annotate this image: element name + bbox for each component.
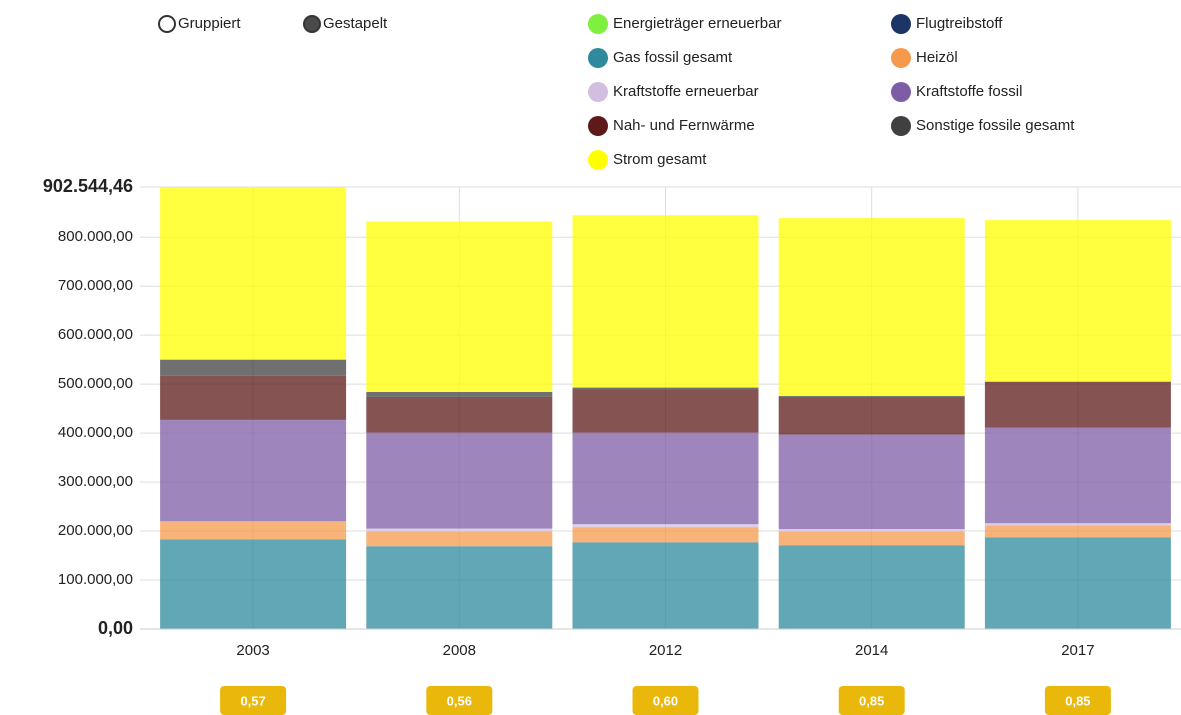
bar-segment [572, 542, 759, 629]
legend-label: Kraftstoffe erneuerbar [613, 83, 759, 100]
legend-item[interactable]: Strom gesamt [588, 150, 707, 170]
x-tick-label: 2014 [855, 642, 888, 659]
legend-swatch[interactable] [588, 82, 608, 102]
bar-segment [778, 531, 965, 546]
badge-bg[interactable] [220, 686, 287, 715]
radio-button[interactable] [158, 15, 176, 33]
bar-segment [366, 396, 553, 433]
bar-segment [984, 523, 1171, 526]
bar-segment [160, 187, 347, 360]
y-tick-label: 300.000,00 [58, 473, 133, 490]
legend-label: Kraftstoffe fossil [916, 83, 1022, 100]
bar-segment [984, 220, 1171, 382]
legend-label: Strom gesamt [613, 151, 707, 168]
badge-label: 0,56 [447, 693, 472, 708]
bar-segment [984, 427, 1171, 524]
bar-segment [366, 531, 553, 547]
bar-segment [366, 528, 553, 532]
legend-item[interactable]: Gas fossil gesamt [588, 48, 733, 68]
bar-segment [572, 389, 759, 433]
badge[interactable]: 0,56 [426, 686, 493, 715]
legend-swatch[interactable] [588, 116, 608, 136]
legend-swatch[interactable] [588, 150, 608, 170]
bar-segment [572, 387, 759, 390]
y-tick-label: 0,00 [98, 618, 133, 638]
legend-label: Heizöl [916, 49, 958, 66]
y-tick-label: 200.000,00 [58, 522, 133, 539]
y-tick-label: 100.000,00 [58, 571, 133, 588]
legend-label: Gas fossil gesamt [613, 49, 733, 66]
legend-swatch[interactable] [891, 48, 911, 68]
badge-label: 0,60 [653, 693, 678, 708]
bar-segment [572, 524, 759, 528]
bar-segment [366, 391, 553, 397]
x-tick-label: 2008 [443, 642, 476, 659]
bar-segment [160, 419, 347, 522]
y-tick-label: 600.000,00 [58, 326, 133, 343]
bar-segment [572, 527, 759, 543]
legend-item[interactable]: Kraftstoffe fossil [891, 82, 1022, 102]
bar-segment [160, 359, 347, 376]
legend-swatch[interactable] [588, 14, 608, 34]
badge-bg[interactable] [1044, 686, 1111, 715]
y-tick-label: 902.544,46 [43, 176, 133, 196]
y-tick-label: 500.000,00 [58, 375, 133, 392]
badge-bg[interactable] [632, 686, 699, 715]
bar-segment [160, 521, 347, 540]
bar-segment [778, 529, 965, 532]
bar-segment [984, 537, 1171, 629]
y-tick-label: 400.000,00 [58, 424, 133, 441]
bar-segment [778, 395, 965, 397]
x-tick-label: 2003 [236, 642, 269, 659]
legend-item[interactable]: Sonstige fossile gesamt [891, 116, 1075, 136]
y-tick-label: 700.000,00 [58, 277, 133, 294]
legend-swatch[interactable] [891, 116, 911, 136]
bar-segment [366, 221, 553, 392]
badge-label: 0,57 [240, 693, 265, 708]
bar-segment [778, 218, 965, 396]
bar-segment [366, 432, 553, 529]
legend-swatch[interactable] [891, 82, 911, 102]
badge-label: 0,85 [1065, 693, 1090, 708]
bar-segment [778, 434, 965, 530]
x-tick-label: 2017 [1061, 642, 1094, 659]
badge[interactable]: 0,57 [220, 686, 287, 715]
x-tick-label: 2012 [649, 642, 682, 659]
legend-label: Flugtreibstoff [916, 15, 1003, 32]
badge[interactable]: 0,85 [838, 686, 905, 715]
bar-segment [160, 375, 347, 420]
radio-option[interactable]: Gestapelt [303, 15, 388, 33]
bar-segment [778, 545, 965, 629]
bar-segment [984, 525, 1171, 538]
badge-bg[interactable] [426, 686, 493, 715]
legend-label: Nah- und Fernwärme [613, 117, 755, 134]
bar-segment [160, 539, 347, 629]
legend-label: Sonstige fossile gesamt [916, 117, 1075, 134]
bar-segment [984, 381, 1171, 428]
legend-item[interactable]: Heizöl [891, 48, 958, 68]
radio-label: Gruppiert [178, 15, 241, 32]
radio-option[interactable]: Gruppiert [158, 15, 241, 33]
legend-item[interactable]: Kraftstoffe erneuerbar [588, 82, 759, 102]
legend-label: Energieträger erneuerbar [613, 15, 781, 32]
legend-swatch[interactable] [891, 14, 911, 34]
bar-segment [572, 432, 759, 525]
badge-label: 0,85 [859, 693, 884, 708]
legend-item[interactable]: Energieträger erneuerbar [588, 14, 781, 34]
badge[interactable]: 0,85 [1044, 686, 1111, 715]
y-tick-label: 800.000,00 [58, 228, 133, 245]
legend-item[interactable]: Flugtreibstoff [891, 14, 1003, 34]
badge-bg[interactable] [838, 686, 905, 715]
bar-segment [778, 396, 965, 435]
bar-segment [572, 215, 759, 388]
bar-segment [366, 546, 553, 629]
badge[interactable]: 0,60 [632, 686, 699, 715]
legend-item[interactable]: Nah- und Fernwärme [588, 116, 755, 136]
radio-label: Gestapelt [323, 15, 388, 32]
radio-button[interactable] [303, 15, 321, 33]
legend-swatch[interactable] [588, 48, 608, 68]
